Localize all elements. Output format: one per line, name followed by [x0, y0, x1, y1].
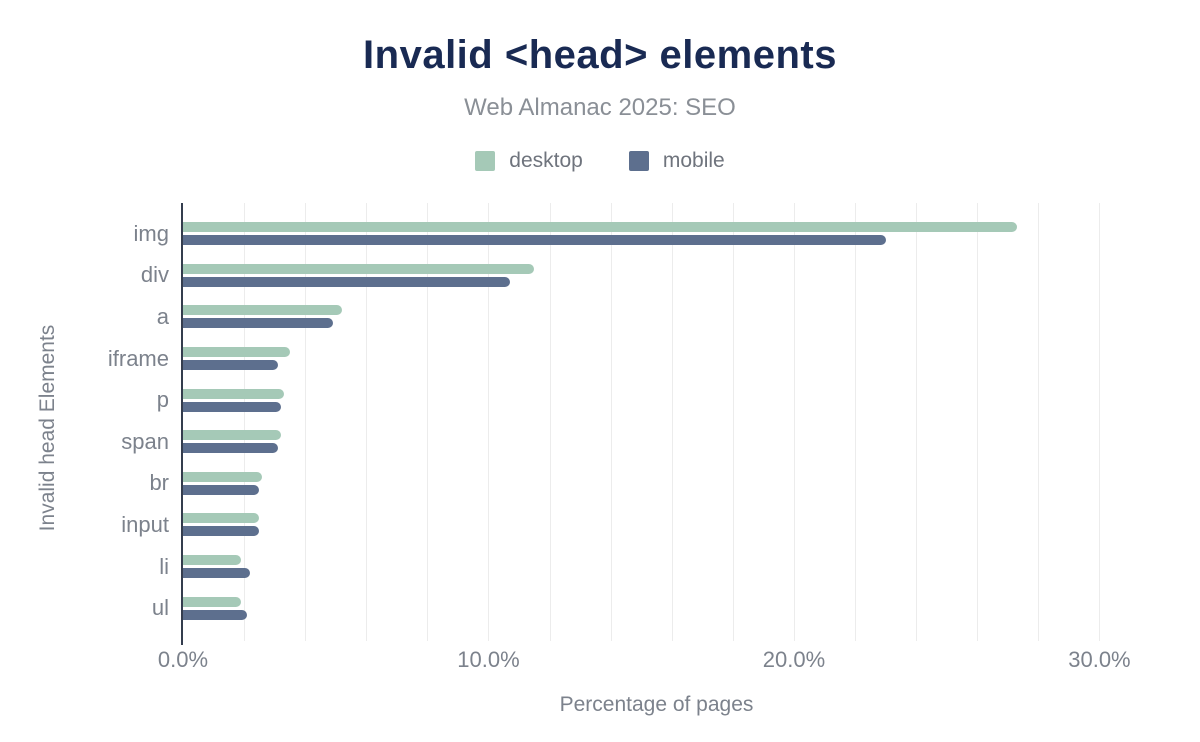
- chart-subtitle: Web Almanac 2025: SEO: [464, 94, 736, 121]
- bar-desktop-br: [183, 471, 263, 482]
- bar-mobile-iframe: [183, 360, 278, 371]
- category-label-a: a: [156, 303, 169, 329]
- gridline: [1038, 203, 1040, 641]
- bar-mobile-ul: [183, 609, 248, 620]
- gridline: [977, 203, 979, 641]
- bar-desktop-span: [183, 430, 281, 441]
- bar-desktop-iframe: [183, 347, 290, 358]
- x-tick-label-30.0%: 30.0%: [1068, 647, 1131, 672]
- category-labels: img div a iframe p span br input li ul: [39, 205, 169, 635]
- rows: [183, 205, 1130, 635]
- legend-item-desktop[interactable]: desktop: [475, 149, 583, 173]
- bar-desktop-img: [183, 222, 1017, 233]
- bar-desktop-div: [183, 263, 535, 274]
- x-tick-label-20.0%: 20.0%: [762, 647, 826, 672]
- bar-mobile-span: [183, 443, 278, 454]
- gridline: [305, 203, 307, 641]
- category-label-input: input: [121, 511, 169, 537]
- legend-swatch-desktop: [475, 151, 496, 171]
- plot-area: img div a iframe p span br input li ul 0.0% 10.0% 2…: [108, 203, 1131, 716]
- bar-mobile-li: [183, 568, 251, 579]
- gridline: [1099, 203, 1101, 641]
- gridline: [671, 203, 673, 641]
- legend-label-mobile: mobile: [662, 149, 725, 172]
- bar-row-img: [183, 213, 1130, 255]
- bar-desktop-li: [183, 555, 242, 566]
- category-label-div: div: [140, 262, 169, 288]
- category-label-iframe: iframe: [107, 345, 169, 371]
- gridline: [244, 203, 246, 641]
- bar-row-div: [183, 255, 1130, 297]
- bar-mobile-p: [183, 401, 281, 412]
- bar-row-li: [183, 546, 1130, 588]
- chart-title: Invalid <head> elements: [363, 33, 837, 77]
- legend: desktop mobile: [0, 149, 1200, 173]
- gridline: [610, 203, 612, 641]
- x-ticks: 0.0% 10.0% 20.0% 30.0%: [158, 647, 1131, 673]
- gridline: [427, 203, 429, 641]
- category-label-li: li: [159, 553, 169, 579]
- category-label-span: span: [121, 428, 169, 454]
- legend-swatch-mobile: [628, 151, 649, 171]
- y-axis-line: [181, 203, 183, 645]
- bar-row-input: [183, 504, 1130, 546]
- bar-row-p: [183, 379, 1130, 421]
- gridline: [793, 203, 795, 641]
- x-axis-title: Percentage of pages: [559, 693, 754, 716]
- x-tick-label-0.0%: 0.0%: [157, 647, 209, 672]
- bar-row-span: [183, 421, 1130, 463]
- bar-row-iframe: [183, 338, 1130, 380]
- bar-desktop-input: [183, 513, 260, 524]
- gridline: [916, 203, 918, 641]
- bar-row-br: [183, 463, 1130, 505]
- category-label-p: p: [156, 387, 169, 413]
- legend-label-desktop: desktop: [509, 149, 583, 172]
- legend-item-mobile[interactable]: mobile: [628, 149, 725, 173]
- gridline: [549, 203, 551, 641]
- bar-desktop-a: [183, 305, 342, 316]
- category-label-ul: ul: [151, 595, 169, 621]
- bar-desktop-p: [183, 388, 284, 399]
- x-tick-label-10.0%: 10.0%: [457, 647, 520, 672]
- bar-mobile-br: [183, 484, 260, 495]
- category-label-br: br: [149, 470, 169, 496]
- bar-row-ul: [183, 587, 1130, 629]
- bar-mobile-img: [183, 235, 886, 246]
- category-label-img: img: [133, 220, 169, 246]
- bar-mobile-input: [183, 526, 260, 537]
- bar-row-a: [183, 296, 1130, 338]
- gridline: [366, 203, 368, 641]
- gridline: [488, 203, 490, 641]
- bar-mobile-a: [183, 318, 333, 329]
- gridline: [855, 203, 857, 641]
- bar-desktop-ul: [183, 596, 242, 607]
- bar-mobile-div: [183, 276, 510, 287]
- gridline: [732, 203, 734, 641]
